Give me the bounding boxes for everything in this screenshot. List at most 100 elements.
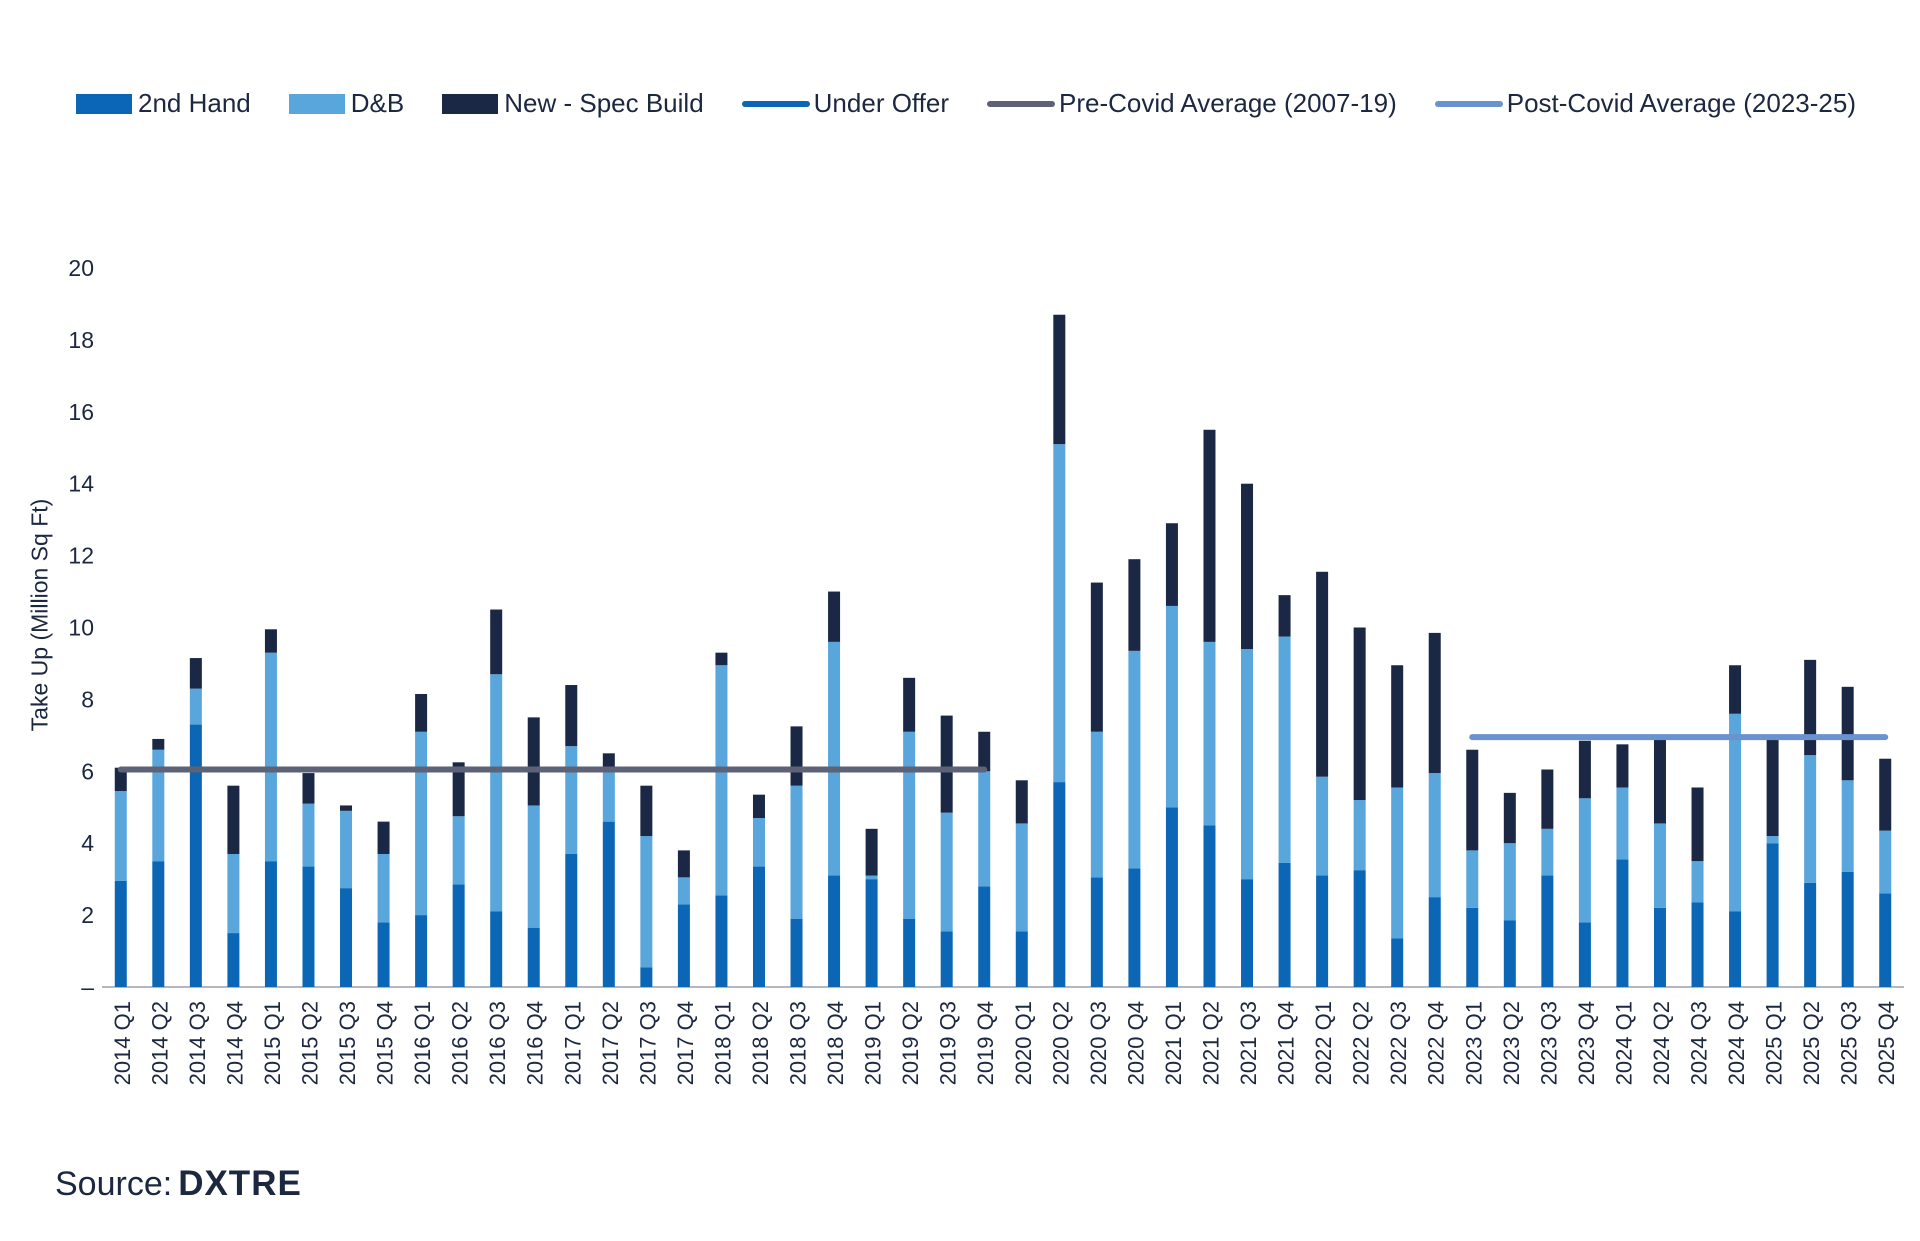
- bar-second_hand: [640, 967, 653, 987]
- legend-swatch-under-offer: [741, 100, 810, 107]
- bar-second_hand: [828, 875, 841, 987]
- x-tick-label: 2015 Q4: [373, 1001, 398, 1085]
- bar-db: [1353, 800, 1366, 871]
- bar-second_hand: [602, 821, 615, 987]
- bar-db: [452, 816, 465, 885]
- bar-new_spec: [1691, 787, 1704, 862]
- x-tick-label: 2021 Q3: [1236, 1001, 1261, 1085]
- bar-new_spec: [527, 717, 540, 806]
- bar-second_hand: [1653, 907, 1666, 987]
- x-tick-label: 2021 Q1: [1161, 1001, 1186, 1085]
- legend-item-pre-covid[interactable]: Pre-Covid Average (2007-19): [987, 88, 1397, 119]
- bar-new_spec: [865, 828, 878, 876]
- bar-new_spec: [1841, 686, 1854, 781]
- bar-second_hand: [865, 879, 878, 987]
- x-tick-label: 2019 Q3: [936, 1001, 961, 1085]
- bar-second_hand: [1391, 938, 1404, 987]
- x-tick-label: 2019 Q2: [898, 1001, 923, 1085]
- bar-second_hand: [1428, 897, 1441, 987]
- bar-new_spec: [1128, 559, 1141, 651]
- bar-second_hand: [1466, 907, 1479, 987]
- legend-item-2nd-hand[interactable]: 2nd Hand: [76, 88, 251, 119]
- x-tick-label: 2020 Q3: [1086, 1001, 1111, 1085]
- bar-second_hand: [1090, 877, 1103, 987]
- x-tick-label: 2017 Q3: [635, 1001, 660, 1085]
- legend-item-db[interactable]: D&B: [288, 88, 404, 119]
- legend-label-pre-covid: Pre-Covid Average (2007-19): [1059, 88, 1397, 118]
- x-tick-label: 2015 Q2: [297, 1001, 322, 1085]
- y-tick-label: 4: [81, 830, 94, 856]
- bar-db: [1053, 444, 1066, 783]
- bar-db: [1766, 836, 1779, 844]
- x-tick-label: 2023 Q1: [1461, 1001, 1486, 1085]
- bar-db: [189, 688, 202, 725]
- bar-new_spec: [1766, 735, 1779, 837]
- legend-item-new-spec[interactable]: New - Spec Build: [442, 88, 704, 119]
- bar-db: [602, 767, 615, 822]
- x-tick-label: 2024 Q4: [1724, 1001, 1749, 1085]
- bar-second_hand: [1729, 911, 1742, 987]
- bar-new_spec: [114, 767, 127, 792]
- bar-new_spec: [1616, 744, 1629, 788]
- bar-db: [790, 785, 803, 919]
- x-tick-label: 2017 Q1: [560, 1001, 585, 1085]
- x-tick-label: 2019 Q4: [973, 1001, 998, 1085]
- bar-db: [1691, 861, 1704, 903]
- source-note: Source: DXTRE: [55, 1164, 302, 1204]
- bar-new_spec: [490, 609, 503, 675]
- y-tick-label: 20: [68, 255, 94, 281]
- bar-second_hand: [790, 918, 803, 987]
- bar-second_hand: [1128, 868, 1141, 987]
- x-tick-label: 2021 Q4: [1274, 1001, 1299, 1085]
- legend: 2nd Hand D&B New - Spec Build Under Offe…: [76, 88, 1894, 119]
- bar-new_spec: [264, 629, 277, 653]
- x-tick-label: 2014 Q1: [110, 1001, 135, 1085]
- bar-new_spec: [1653, 738, 1666, 824]
- x-tick-label: 2014 Q2: [147, 1001, 172, 1085]
- bar-second_hand: [1316, 875, 1329, 987]
- bar-second_hand: [1278, 862, 1291, 987]
- bar-second_hand: [1691, 902, 1704, 987]
- x-tick-label: 2018 Q3: [786, 1001, 811, 1085]
- bar-new_spec: [715, 652, 728, 666]
- bar-new_spec: [978, 731, 991, 772]
- bar-db: [1090, 731, 1103, 878]
- x-tick-label: 2014 Q3: [185, 1001, 210, 1085]
- bar-second_hand: [189, 724, 202, 987]
- bar-db: [1466, 850, 1479, 908]
- bar-db: [715, 665, 728, 896]
- legend-label-post-covid: Post-Covid Average (2023-25): [1506, 88, 1857, 118]
- legend-item-under-offer[interactable]: Under Offer: [741, 88, 950, 119]
- bar-second_hand: [978, 886, 991, 987]
- bar-new_spec: [152, 738, 165, 750]
- x-tick-label: 2024 Q1: [1611, 1001, 1636, 1085]
- bar-new_spec: [452, 762, 465, 817]
- legend-item-post-covid[interactable]: Post-Covid Average (2023-25): [1434, 88, 1857, 119]
- bar-new_spec: [790, 726, 803, 786]
- x-tick-label: 2018 Q1: [710, 1001, 735, 1085]
- bar-new_spec: [1541, 769, 1554, 829]
- bar-new_spec: [828, 591, 841, 642]
- bar-second_hand: [340, 888, 353, 987]
- y-tick-label: 8: [81, 686, 94, 712]
- x-tick-label: 2025 Q4: [1874, 1001, 1899, 1085]
- y-tick-label: 6: [81, 758, 94, 784]
- bar-new_spec: [377, 821, 390, 854]
- y-tick-label: 16: [68, 399, 94, 425]
- x-tick-label: 2023 Q3: [1536, 1001, 1561, 1085]
- bar-second_hand: [227, 933, 240, 987]
- bar-db: [865, 875, 878, 880]
- bar-db: [828, 641, 841, 876]
- bar-db: [1804, 755, 1817, 883]
- bar-db: [752, 818, 765, 867]
- bar-db: [1503, 843, 1516, 921]
- bar-second_hand: [715, 895, 728, 987]
- bar-second_hand: [1241, 879, 1254, 987]
- bar-new_spec: [1466, 749, 1479, 851]
- bar-db: [490, 674, 503, 912]
- bar-second_hand: [452, 884, 465, 987]
- y-tick-label: 14: [68, 471, 94, 497]
- legend-label-under-offer: Under Offer: [813, 88, 950, 118]
- bar-new_spec: [1353, 627, 1366, 801]
